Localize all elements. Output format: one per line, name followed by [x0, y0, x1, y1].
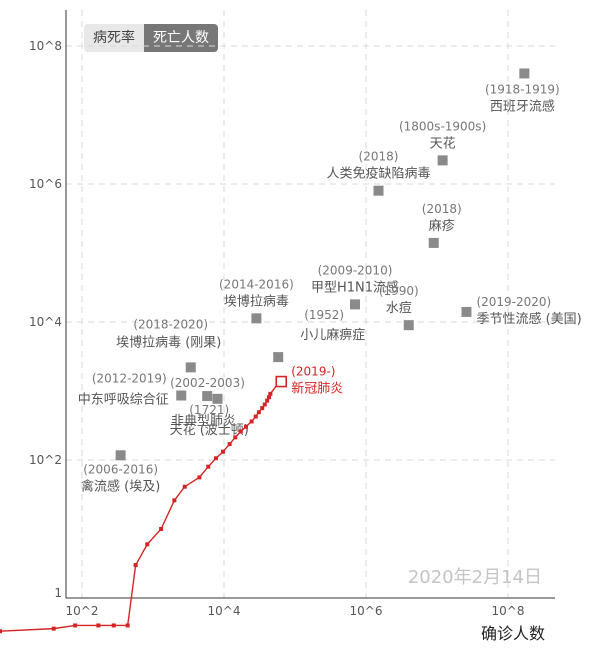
data-point [428, 237, 439, 248]
covid-point [227, 442, 232, 447]
toggle-deaths[interactable]: 死亡人数 [144, 24, 218, 52]
covid-point [265, 398, 270, 403]
covid-point [159, 527, 164, 531]
x-axis-label: 确诊人数 [480, 624, 545, 643]
data-point [176, 390, 187, 401]
y-tick-label: 10^8 [29, 39, 62, 53]
data-point [403, 320, 414, 331]
data-point [437, 155, 448, 166]
y-tick-label: 10^4 [29, 315, 62, 329]
covid-point [260, 406, 265, 411]
covid-point [206, 464, 211, 469]
covid-point [73, 623, 78, 628]
covid-point [256, 410, 261, 415]
covid-point [111, 623, 116, 628]
data-point [373, 185, 384, 196]
covid-name-label: 新冠肺炎 [291, 381, 343, 397]
covid-point [268, 391, 273, 396]
covid-point [182, 484, 187, 489]
point-year-label: (2018) [422, 202, 462, 216]
covid-point [96, 623, 101, 628]
point-year-label: (2014-2016) [219, 277, 294, 291]
point-year-label: (2009-2010) [318, 263, 393, 277]
point-name-label: 中东呼吸综合征 [78, 393, 169, 408]
point-year-label: (2002-2003) [170, 376, 245, 390]
point-year-label: (1918-1919) [485, 82, 560, 96]
data-point [251, 313, 262, 324]
data-point [115, 450, 126, 461]
point-year-label: (1952) [304, 308, 344, 322]
covid-point [145, 542, 150, 547]
point-name-label: 水痘 [386, 301, 412, 316]
data-point [212, 393, 223, 404]
point-name-label: 人类免疫缺陷病毒 [326, 166, 430, 182]
covid-point [253, 414, 258, 419]
point-name-label: 非典型肺炎 [171, 414, 236, 429]
data-point [350, 299, 361, 310]
covid-point [125, 623, 130, 628]
point-name-label: 小儿麻痹症 [300, 327, 365, 343]
point-name-label: 麻疹 [429, 218, 455, 234]
data-point [461, 306, 472, 317]
covid-point [221, 449, 226, 454]
toggle-fatality-rate[interactable]: 病死率 [93, 30, 135, 46]
x-tick-label: 10^8 [492, 604, 525, 618]
y-tick-label: 1 [54, 586, 62, 600]
covid-point [249, 419, 254, 424]
point-name-label: 埃博拉病毒 (刚果) [116, 335, 221, 350]
covid-point [266, 395, 271, 400]
point-year-label: (2018-2020) [133, 317, 208, 331]
covid-point [238, 429, 243, 434]
metric-toggle[interactable]: 病死率 死亡人数 [84, 24, 218, 52]
covid-point [51, 626, 56, 631]
point-name-label: 天花 [430, 135, 456, 151]
covid-point [0, 629, 3, 634]
y-tick-label: 10^2 [29, 453, 62, 467]
point-year-label: (2012-2019) [92, 372, 167, 386]
point-year-label: (2019-2020) [476, 295, 551, 309]
point-year-label: (2018) [359, 150, 399, 164]
point-name-label: 西班牙流感 [490, 98, 555, 114]
covid-latest-point [275, 375, 288, 388]
point-name-label: 埃博拉病毒 [224, 294, 289, 309]
data-point [519, 68, 530, 79]
point-year-label: (1800s-1900s) [399, 119, 486, 133]
x-tick-label: 10^4 [208, 604, 241, 618]
point-name-label: 季节性流感 (美国) [476, 311, 581, 327]
covid-point [213, 456, 218, 461]
date-stamp: 2020年2月14日 [407, 567, 542, 588]
x-tick-label: 10^2 [66, 604, 99, 618]
covid-year-label: (2019-) [291, 365, 335, 379]
data-point [202, 391, 213, 402]
point-name-label: 甲型H1N1流感 [311, 279, 399, 295]
y-tick-label: 10^6 [29, 177, 62, 191]
point-name-label: 禽流感 (埃及) [81, 478, 160, 494]
point-year-label: (1990) [379, 284, 419, 298]
data-point [185, 362, 196, 373]
covid-point [197, 475, 202, 480]
covid-point [172, 498, 177, 503]
x-tick-label: 10^6 [350, 604, 383, 618]
covid-point [243, 424, 248, 429]
point-year-label: (2006-2016) [83, 462, 158, 476]
point-name-label: 天花 (波士顿) [170, 422, 249, 438]
covid-point [133, 563, 138, 568]
data-point [273, 352, 284, 363]
covid-point [233, 435, 238, 440]
covid-point [262, 402, 267, 407]
point-year-label: (1721) [189, 403, 229, 417]
